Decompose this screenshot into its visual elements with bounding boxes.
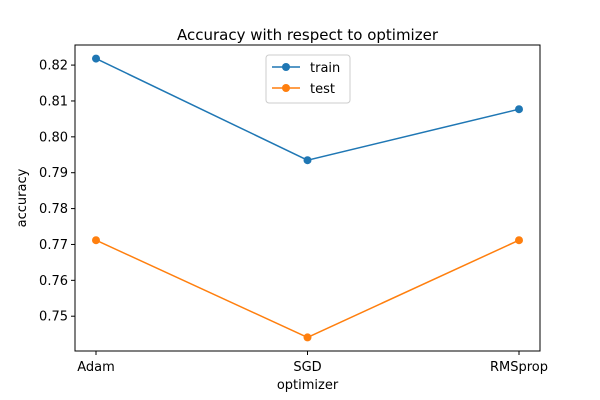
y-axis: 0.75 0.76 0.77 0.78 0.79 0.80 0.81 0.82 — [39, 59, 75, 325]
y-axis-label: accuracy — [15, 168, 30, 227]
y-tick-label-0.79: 0.79 — [39, 166, 68, 181]
x-tick-label-RMSprop: RMSprop — [490, 360, 548, 375]
legend-test-label: test — [310, 82, 335, 97]
data-point-train-Adam — [92, 54, 100, 63]
data-point-test-SGD — [303, 333, 312, 342]
x-axis-label: optimizer — [277, 378, 339, 393]
y-tick-label-0.77: 0.77 — [39, 238, 68, 253]
data-point-train-SGD — [303, 156, 312, 165]
y-tick-label-0.75: 0.75 — [39, 310, 68, 325]
legend-test-marker — [282, 84, 290, 92]
plot-area — [92, 54, 523, 342]
y-tick-label-0.76: 0.76 — [39, 274, 68, 289]
data-point-train-RMSprop — [515, 105, 523, 114]
legend: train test — [265, 54, 351, 104]
data-point-test-RMSprop — [515, 236, 523, 245]
y-tick-label-0.82: 0.82 — [39, 59, 68, 74]
y-tick-label-0.81: 0.81 — [39, 94, 68, 109]
y-tick-label-0.78: 0.78 — [39, 202, 68, 217]
y-tick-label-0.80: 0.80 — [39, 130, 68, 145]
data-point-test-Adam — [92, 236, 100, 245]
x-tick-label-Adam: Adam — [77, 360, 115, 375]
x-axis: Adam SGD RMSprop — [77, 351, 548, 375]
chart-title: Accuracy with respect to optimizer — [177, 26, 439, 44]
x-tick-label-SGD: SGD — [293, 360, 321, 375]
legend-train-label: train — [310, 61, 340, 76]
legend-train-marker — [282, 63, 290, 71]
